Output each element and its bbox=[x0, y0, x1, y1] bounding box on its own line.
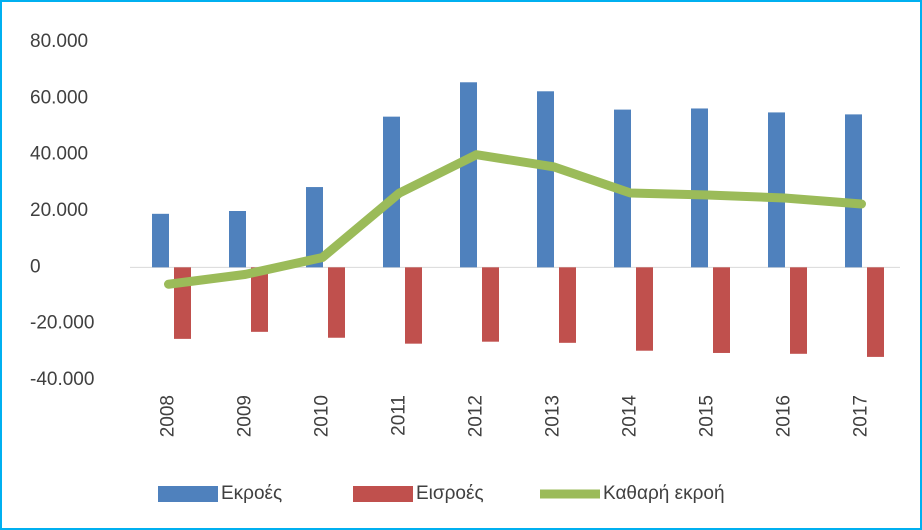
x-tick-label: 2010 bbox=[312, 395, 333, 437]
x-tick-label: 2017 bbox=[851, 395, 872, 437]
y-tick-label: 60.000 bbox=[30, 87, 88, 108]
x-tick-label: 2016 bbox=[774, 395, 795, 437]
bar bbox=[867, 267, 884, 357]
legend-label: Εκροές bbox=[221, 483, 282, 504]
bar bbox=[691, 108, 708, 268]
y-tick-label: -40.000 bbox=[30, 369, 94, 390]
bar bbox=[768, 112, 785, 268]
bar bbox=[229, 211, 246, 268]
y-tick-label: 80.000 bbox=[30, 31, 88, 52]
y-tick-label: 40.000 bbox=[30, 144, 88, 165]
bar bbox=[713, 267, 730, 353]
bar bbox=[790, 267, 807, 354]
bar bbox=[845, 114, 862, 268]
bar bbox=[251, 267, 268, 332]
legend-label: Εισροές bbox=[416, 483, 484, 504]
x-tick-label: 2014 bbox=[620, 395, 641, 438]
x-tick-label: 2011 bbox=[389, 395, 410, 436]
bar bbox=[306, 187, 323, 268]
bar bbox=[482, 267, 499, 342]
bar bbox=[636, 267, 653, 351]
y-tick-label: 0 bbox=[30, 256, 41, 277]
y-tick-label: 20.000 bbox=[30, 200, 88, 221]
legend-swatch bbox=[158, 486, 218, 502]
y-tick-label: -20.000 bbox=[30, 313, 94, 334]
x-tick-label: 2012 bbox=[466, 395, 487, 437]
bar bbox=[559, 267, 576, 343]
bar bbox=[537, 91, 554, 268]
x-tick-label: 2015 bbox=[697, 395, 718, 437]
x-tick-label: 2009 bbox=[235, 395, 256, 437]
x-tick-label: 2013 bbox=[543, 395, 564, 437]
bar bbox=[383, 116, 400, 268]
bar bbox=[405, 267, 422, 344]
legend-swatch bbox=[353, 486, 413, 502]
bar bbox=[152, 213, 169, 268]
x-tick-label: 2008 bbox=[158, 395, 179, 437]
bar bbox=[460, 82, 477, 268]
line bbox=[164, 150, 866, 289]
legend-label: Καθαρή εκροή bbox=[603, 483, 725, 504]
bar bbox=[328, 267, 345, 338]
